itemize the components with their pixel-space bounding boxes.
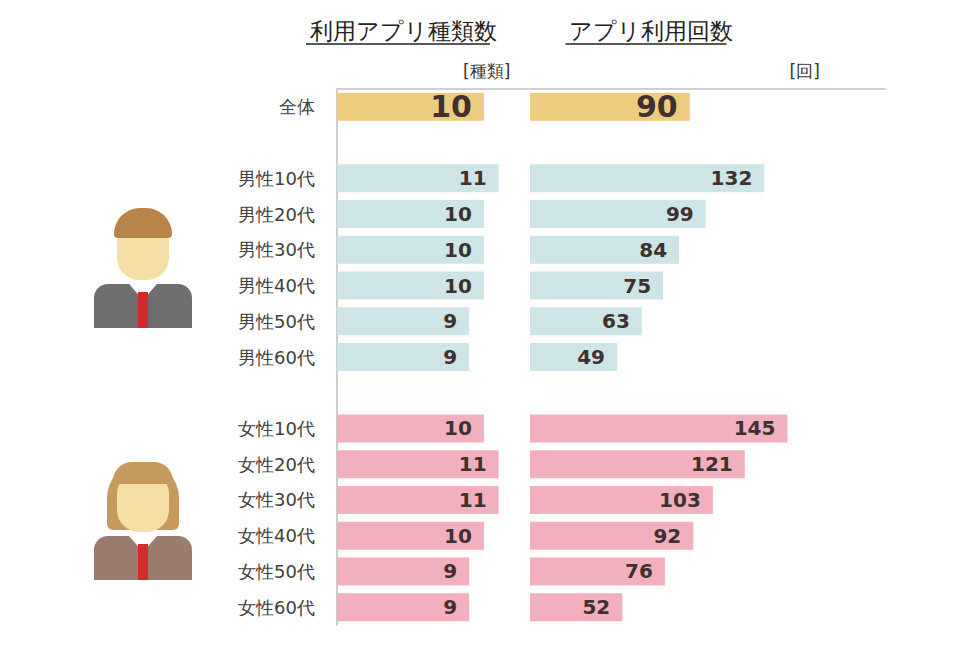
svg-text:84: 84 bbox=[639, 238, 667, 262]
svg-text:男性10代: 男性10代 bbox=[238, 168, 315, 189]
svg-text:女性10代: 女性10代 bbox=[238, 418, 315, 439]
svg-text:11: 11 bbox=[459, 166, 487, 190]
svg-text:男性60代: 男性60代 bbox=[238, 347, 315, 368]
svg-text:10: 10 bbox=[444, 274, 472, 298]
svg-text:10: 10 bbox=[444, 524, 472, 548]
svg-text:99: 99 bbox=[666, 202, 694, 226]
svg-text:103: 103 bbox=[659, 488, 701, 512]
svg-text:全体: 全体 bbox=[279, 96, 315, 117]
svg-text:10: 10 bbox=[444, 202, 472, 226]
svg-text:女性50代: 女性50代 bbox=[238, 561, 315, 582]
svg-text:アプリ利用回数: アプリ利用回数 bbox=[569, 18, 733, 44]
svg-text:9: 9 bbox=[443, 559, 457, 583]
svg-text:132: 132 bbox=[711, 166, 753, 190]
svg-text:92: 92 bbox=[653, 524, 681, 548]
svg-text:52: 52 bbox=[582, 595, 610, 619]
svg-text:63: 63 bbox=[602, 309, 630, 333]
svg-text:女性30代: 女性30代 bbox=[238, 489, 315, 510]
svg-text:9: 9 bbox=[443, 345, 457, 369]
svg-text:121: 121 bbox=[691, 452, 733, 476]
svg-text:76: 76 bbox=[625, 559, 653, 583]
svg-text:9: 9 bbox=[443, 595, 457, 619]
svg-text:男性50代: 男性50代 bbox=[238, 311, 315, 332]
svg-text:11: 11 bbox=[459, 488, 487, 512]
svg-text:[種類]: [種類] bbox=[463, 61, 510, 81]
svg-text:90: 90 bbox=[636, 89, 678, 124]
svg-text:女性20代: 女性20代 bbox=[238, 454, 315, 475]
svg-text:女性40代: 女性40代 bbox=[238, 525, 315, 546]
svg-text:145: 145 bbox=[734, 416, 776, 440]
svg-text:利用アプリ種類数: 利用アプリ種類数 bbox=[310, 18, 497, 44]
svg-text:[回]: [回] bbox=[790, 61, 820, 81]
svg-text:男性30代: 男性30代 bbox=[238, 239, 315, 260]
svg-text:10: 10 bbox=[444, 238, 472, 262]
svg-text:女性60代: 女性60代 bbox=[238, 597, 315, 618]
svg-text:10: 10 bbox=[430, 89, 472, 124]
svg-text:75: 75 bbox=[623, 274, 651, 298]
svg-text:9: 9 bbox=[443, 309, 457, 333]
svg-text:男性40代: 男性40代 bbox=[238, 275, 315, 296]
svg-text:男性20代: 男性20代 bbox=[238, 204, 315, 225]
svg-text:49: 49 bbox=[577, 345, 605, 369]
svg-text:10: 10 bbox=[444, 416, 472, 440]
svg-text:11: 11 bbox=[459, 452, 487, 476]
